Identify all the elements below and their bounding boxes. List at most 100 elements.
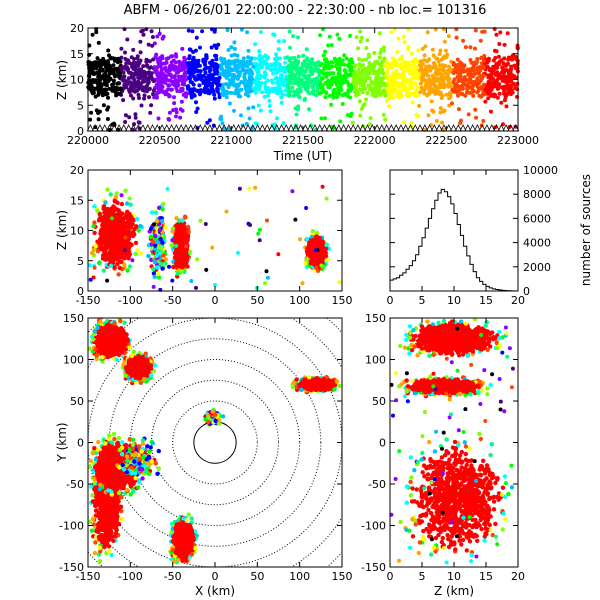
time-height-point xyxy=(466,72,471,77)
time-height-xtick-label: 220000 xyxy=(67,134,109,147)
xz-point xyxy=(136,228,141,233)
time-height-point xyxy=(346,113,350,118)
xz-point xyxy=(337,280,342,285)
time-height-point xyxy=(416,48,421,53)
time-height-point xyxy=(295,65,300,70)
time-height-point xyxy=(383,93,388,98)
time-height-point xyxy=(102,59,107,64)
time-height-point xyxy=(462,75,467,80)
time-height-point xyxy=(422,53,427,58)
time-height-point xyxy=(368,87,372,92)
time-height-point xyxy=(331,92,335,97)
xz-point xyxy=(158,236,163,242)
time-height-panel: 220000 220500 221000 221500 222000 222500 2230… xyxy=(55,22,539,163)
time-height-point xyxy=(274,70,279,75)
time-height-point xyxy=(378,50,383,55)
xz-point xyxy=(122,256,127,261)
xz-point xyxy=(195,257,200,262)
xz-point xyxy=(170,238,175,243)
time-height-point xyxy=(121,76,126,81)
time-height-point xyxy=(408,91,413,96)
time-height-point xyxy=(379,47,384,52)
time-height-point xyxy=(95,56,100,61)
time-height-point xyxy=(315,79,320,84)
time-height-point xyxy=(406,87,411,92)
time-height-point xyxy=(279,80,284,84)
time-height-point xyxy=(315,85,320,90)
time-height-point xyxy=(268,109,273,114)
time-height-point xyxy=(162,75,166,80)
time-height-point xyxy=(136,79,141,84)
time-height-point xyxy=(491,84,496,89)
time-height-point xyxy=(374,93,379,98)
time-height-point xyxy=(180,46,185,51)
time-height-point xyxy=(229,67,234,72)
time-height-point xyxy=(424,82,429,87)
time-height-point xyxy=(328,71,333,76)
time-height-point xyxy=(276,39,281,44)
time-height-point xyxy=(503,95,508,100)
time-height-point xyxy=(276,47,281,52)
xz-point xyxy=(263,281,267,286)
time-height-point xyxy=(217,83,222,87)
time-height-point xyxy=(155,34,160,39)
time-height-point xyxy=(411,65,416,70)
time-height-point xyxy=(172,95,176,100)
time-height-point xyxy=(224,95,229,100)
time-height-point xyxy=(426,113,431,118)
time-height-point xyxy=(260,64,264,69)
xz-point xyxy=(315,260,321,265)
time-height-point xyxy=(360,58,365,63)
time-height-point xyxy=(390,61,395,66)
time-height-point xyxy=(202,80,207,85)
xz-point xyxy=(156,271,161,276)
time-height-point xyxy=(471,72,476,77)
time-height-point xyxy=(134,72,139,77)
time-height-point xyxy=(440,120,445,125)
time-height-point xyxy=(481,58,486,63)
xz-point xyxy=(139,251,144,256)
time-height-point xyxy=(150,43,155,48)
time-height-point xyxy=(361,63,365,67)
xz-point xyxy=(203,222,208,226)
time-height-point xyxy=(138,50,143,55)
time-height-xtick-label: 223000 xyxy=(497,134,539,147)
time-height-point xyxy=(461,79,466,84)
time-height-point xyxy=(279,95,284,100)
time-height-point xyxy=(161,34,166,39)
xz-point xyxy=(308,261,313,266)
time-height-point xyxy=(400,75,405,80)
time-height-point xyxy=(222,57,227,62)
xz-point xyxy=(100,224,106,229)
time-height-point xyxy=(506,74,511,79)
time-height-point xyxy=(288,45,292,50)
time-height-point xyxy=(338,119,343,124)
time-height-point xyxy=(446,84,451,89)
xz-point xyxy=(194,285,198,290)
time-height-point xyxy=(320,76,325,81)
time-height-point xyxy=(279,73,284,78)
time-height-point xyxy=(367,76,372,81)
time-height-point xyxy=(443,48,448,53)
xz-point xyxy=(176,251,181,257)
time-height-point xyxy=(229,45,234,50)
time-height-point xyxy=(285,55,290,60)
time-height-point xyxy=(436,69,440,74)
time-height-point xyxy=(241,56,246,61)
time-height-point xyxy=(267,63,272,68)
time-height-point xyxy=(451,71,456,75)
xz-point xyxy=(125,201,130,206)
time-height-point xyxy=(168,87,173,92)
time-height-point xyxy=(330,60,335,65)
time-height-point xyxy=(384,73,389,78)
time-height-point xyxy=(185,86,190,91)
time-height-point xyxy=(258,108,263,113)
time-height-point xyxy=(409,86,414,90)
xz-point xyxy=(313,255,318,260)
time-height-point xyxy=(461,38,466,43)
time-height-point xyxy=(278,62,282,67)
time-height-point xyxy=(198,69,203,74)
time-height-point xyxy=(179,74,184,79)
time-height-point xyxy=(296,35,300,40)
